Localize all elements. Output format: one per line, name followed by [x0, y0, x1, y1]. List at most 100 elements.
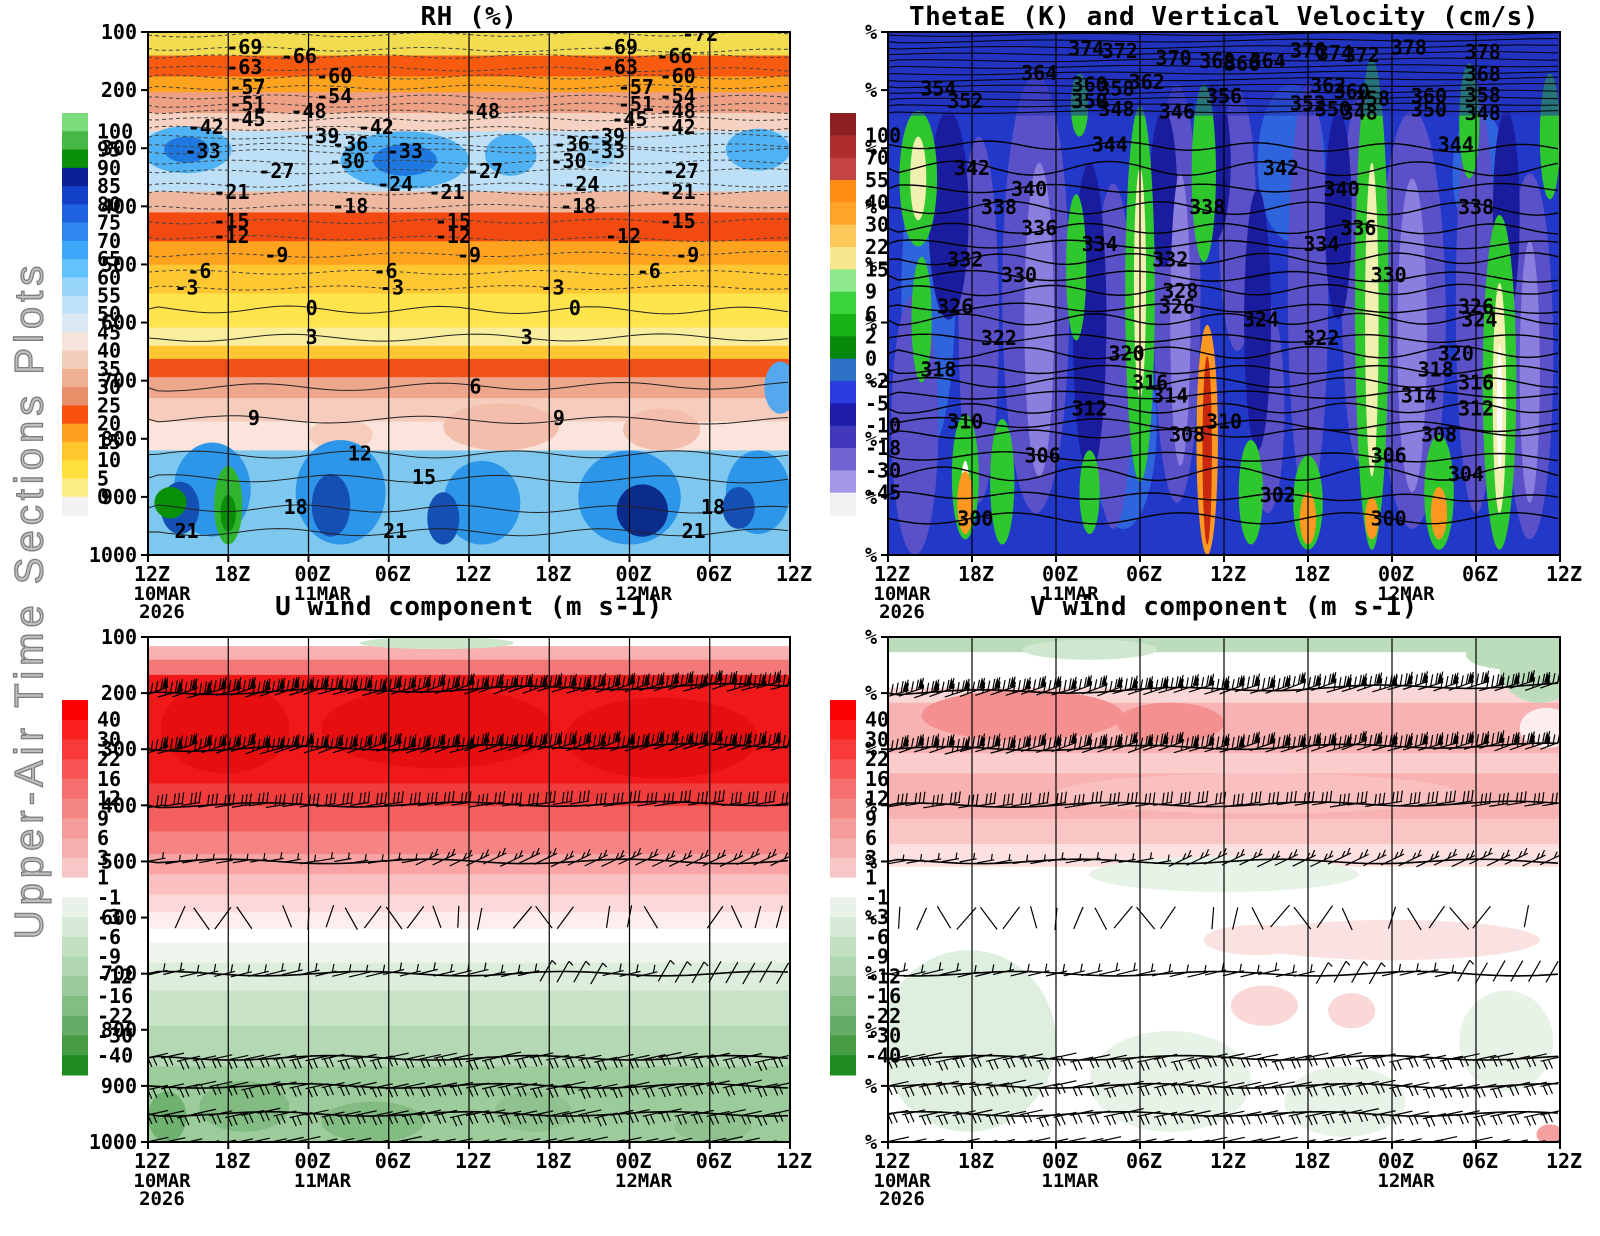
svg-text:2026: 2026: [879, 601, 925, 623]
svg-text:-27: -27: [467, 159, 503, 183]
svg-text:358: 358: [1354, 86, 1390, 110]
svg-text:350: 350: [1315, 97, 1351, 121]
svg-text:362: 362: [1310, 73, 1346, 97]
svg-text:-60: -60: [660, 64, 696, 88]
svg-text:336: 336: [1340, 216, 1376, 240]
svg-text:310: 310: [1206, 410, 1242, 434]
svg-text:-42: -42: [358, 115, 394, 139]
svg-text:%: %: [865, 194, 877, 218]
svg-text:1: 1: [865, 866, 877, 890]
svg-text:-22: -22: [97, 1004, 133, 1028]
svg-text:366: 366: [1224, 51, 1260, 75]
svg-text:30: 30: [97, 375, 121, 399]
svg-text:1: 1: [97, 866, 109, 890]
svg-text:324: 324: [1461, 308, 1497, 332]
svg-text:2026: 2026: [879, 1188, 925, 1210]
svg-text:358: 358: [1098, 76, 1134, 100]
svg-text:328: 328: [1162, 279, 1198, 303]
svg-text:40: 40: [865, 708, 889, 732]
svg-text:%: %: [865, 962, 877, 986]
svg-text:%: %: [865, 737, 877, 761]
svg-text:-45: -45: [611, 107, 647, 131]
svg-text:400: 400: [101, 194, 137, 218]
svg-text:18Z: 18Z: [214, 1149, 250, 1173]
svg-text:0: 0: [306, 296, 318, 320]
svg-text:%: %: [865, 681, 877, 705]
svg-text:%: %: [865, 1018, 877, 1042]
svg-text:12Z: 12Z: [1210, 562, 1246, 586]
svg-text:360: 360: [1411, 84, 1447, 108]
svg-text:18Z: 18Z: [535, 562, 571, 586]
svg-text:-54: -54: [660, 84, 696, 108]
svg-text:900: 900: [101, 485, 137, 509]
svg-text:-12: -12: [213, 224, 249, 248]
svg-text:340: 340: [1324, 177, 1360, 201]
svg-text:06Z: 06Z: [375, 1149, 411, 1173]
svg-text:00Z: 00Z: [615, 1149, 651, 1173]
svg-text:15: 15: [97, 430, 121, 454]
svg-text:45: 45: [97, 320, 121, 344]
svg-text:-30: -30: [865, 458, 901, 482]
svg-text:500: 500: [101, 252, 137, 276]
svg-text:%: %: [865, 78, 877, 102]
svg-text:376: 376: [1290, 38, 1326, 62]
svg-text:370: 370: [1156, 46, 1192, 70]
svg-text:-6: -6: [865, 925, 889, 949]
svg-text:12Z: 12Z: [776, 1149, 812, 1173]
svg-text:21: 21: [682, 519, 706, 543]
svg-text:-21: -21: [428, 180, 464, 204]
svg-text:330: 330: [1001, 263, 1037, 287]
svg-text:600: 600: [101, 311, 137, 335]
svg-text:18Z: 18Z: [535, 1149, 571, 1173]
svg-text:308: 308: [1421, 423, 1457, 447]
svg-text:364: 364: [1250, 49, 1286, 73]
svg-text:340: 340: [1011, 177, 1047, 201]
svg-text:-51: -51: [618, 92, 654, 116]
panel-title-uwind: U wind component (m s-1): [275, 592, 663, 622]
svg-text:300: 300: [1371, 506, 1407, 530]
svg-text:18Z: 18Z: [1294, 562, 1330, 586]
svg-text:50: 50: [97, 302, 121, 326]
svg-text:9: 9: [865, 806, 877, 830]
svg-text:6: 6: [97, 826, 109, 850]
svg-text:364: 364: [1021, 61, 1057, 85]
svg-text:-27: -27: [258, 159, 294, 183]
svg-text:-6: -6: [373, 259, 397, 283]
svg-text:-9: -9: [675, 243, 699, 267]
svg-text:348: 348: [1342, 101, 1378, 125]
svg-text:322: 322: [981, 326, 1017, 350]
svg-text:-42: -42: [188, 115, 224, 139]
svg-text:12: 12: [97, 787, 121, 811]
thetae-axes: %%%%%%%%%%12Z 18Z 00Z 06Z 12Z 18Z 00Z 06Z 12Z10M…: [830, 20, 1582, 623]
svg-text:35: 35: [97, 357, 121, 381]
svg-text:-48: -48: [464, 99, 500, 123]
svg-text:-3: -3: [865, 905, 889, 929]
svg-text:06Z: 06Z: [696, 562, 732, 586]
svg-text:12: 12: [865, 787, 889, 811]
svg-text:06Z: 06Z: [1126, 1149, 1162, 1173]
panel-title-thetae: ThetaE (K) and Vertical Velocity (cm/s): [909, 2, 1539, 32]
svg-text:%: %: [865, 1074, 877, 1098]
svg-text:75: 75: [97, 211, 121, 235]
svg-text:11MAR: 11MAR: [1041, 1170, 1099, 1192]
svg-text:18Z: 18Z: [214, 562, 250, 586]
svg-text:348: 348: [1098, 97, 1134, 121]
svg-text:00Z: 00Z: [1378, 1149, 1414, 1173]
svg-text:342: 342: [1263, 156, 1299, 180]
svg-text:800: 800: [101, 427, 137, 451]
svg-text:06Z: 06Z: [1462, 1149, 1498, 1173]
svg-text:2: 2: [865, 324, 877, 348]
svg-text:12Z: 12Z: [455, 562, 491, 586]
svg-text:12Z: 12Z: [874, 562, 910, 586]
svg-text:70: 70: [97, 229, 121, 253]
svg-text:308: 308: [1169, 423, 1205, 447]
vwind-plot: [888, 637, 1560, 1142]
svg-text:15: 15: [412, 465, 436, 489]
svg-text:-36: -36: [332, 132, 368, 156]
panel-title-vwind: V wind component (m s-1): [1030, 592, 1418, 622]
svg-text:-48: -48: [290, 99, 326, 123]
svg-text:-12: -12: [435, 224, 471, 248]
svg-text:12Z: 12Z: [134, 562, 170, 586]
